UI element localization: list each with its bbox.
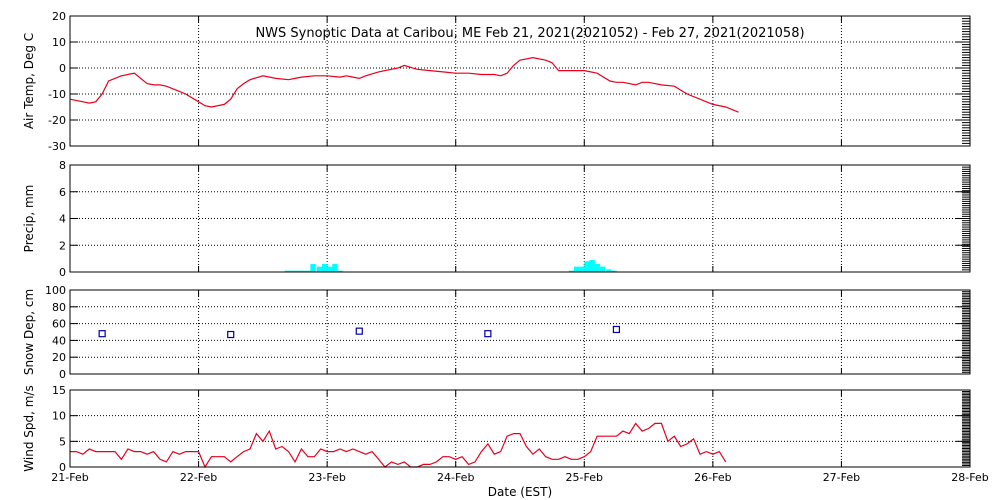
y-axis-label: Air Temp, Deg C bbox=[22, 33, 36, 129]
y-tick-label: -30 bbox=[48, 140, 66, 153]
y-tick-label: 80 bbox=[52, 301, 66, 314]
precip-bar bbox=[322, 263, 328, 272]
y-tick-label: 10 bbox=[52, 36, 66, 49]
y-tick-label: -20 bbox=[48, 114, 66, 127]
precip-bar bbox=[589, 259, 595, 272]
x-tick-label: 28-Feb bbox=[951, 471, 988, 484]
y-tick-label: 60 bbox=[52, 318, 66, 331]
panel-wind: 0 5 10 15 Wind Spd, m/s bbox=[22, 384, 971, 474]
panel-frame bbox=[69, 289, 971, 375]
x-tick-label: 24-Feb bbox=[437, 471, 474, 484]
precip-bar bbox=[332, 263, 338, 272]
precip-bar bbox=[606, 269, 612, 272]
panel-snow: 0 20 40 60 80 100 Snow Dep, cm bbox=[22, 284, 971, 381]
y-tick-label: 20 bbox=[52, 10, 66, 23]
x-tick-label: 21-Feb bbox=[51, 471, 88, 484]
y-tick-label: 0 bbox=[59, 266, 66, 279]
snow-depth-point bbox=[355, 327, 363, 335]
x-axis-label: Date (EST) bbox=[488, 485, 552, 499]
x-tick-labels: 21-Feb 22-Feb 23-Feb 24-Feb 25-Feb 26-Feb 27-F… bbox=[51, 471, 988, 484]
precip-bar bbox=[310, 263, 316, 272]
precip-bar bbox=[611, 270, 617, 272]
precip-bar bbox=[337, 270, 343, 272]
snow-depth-point bbox=[98, 330, 106, 338]
y-tick-label: 8 bbox=[59, 159, 66, 172]
precip-bar bbox=[300, 270, 306, 272]
x-tick-label: 27-Feb bbox=[823, 471, 860, 484]
precip-bar bbox=[584, 261, 590, 272]
y-axis-label: Snow Dep, cm bbox=[22, 289, 36, 375]
precip-bar bbox=[289, 270, 296, 272]
panel-frame bbox=[69, 15, 971, 147]
snow-depth-point bbox=[484, 330, 492, 338]
snow-depth-point bbox=[227, 330, 235, 339]
x-tick-label: 26-Feb bbox=[694, 471, 731, 484]
x-tick-label: 23-Feb bbox=[308, 471, 345, 484]
precip-bar bbox=[284, 270, 291, 272]
precip-bar bbox=[579, 266, 585, 272]
y-tick-label: 0 bbox=[59, 461, 66, 474]
precip-bar bbox=[594, 263, 600, 272]
panel-frame bbox=[69, 164, 971, 273]
y-axis-label: Wind Spd, m/s bbox=[22, 385, 36, 471]
y-tick-label: 40 bbox=[52, 334, 66, 347]
y-tick-label: 20 bbox=[52, 351, 66, 364]
chart-title: NWS Synoptic Data at Caribou, ME Feb 21,… bbox=[255, 26, 804, 41]
y-tick-label: 0 bbox=[59, 368, 66, 381]
wind-speed-line bbox=[70, 422, 727, 469]
y-axis-label: Precip, mm bbox=[22, 185, 36, 253]
x-tick-label: 25-Feb bbox=[566, 471, 603, 484]
precip-bar bbox=[568, 270, 575, 272]
precip-bar bbox=[316, 266, 323, 272]
temperature-line bbox=[69, 56, 739, 113]
y-tick-label: -10 bbox=[48, 88, 66, 101]
precip-bar bbox=[327, 266, 333, 272]
precip-bar bbox=[305, 270, 311, 272]
x-tick-label: 22-Feb bbox=[180, 471, 217, 484]
y-tick-label: 100 bbox=[45, 284, 66, 297]
panels: -30 -20 -10 0 10 20 Air Temp, Deg C 0 2 4 6 8 Precip… bbox=[22, 10, 971, 474]
precip-bar bbox=[574, 266, 580, 272]
precip-bar bbox=[295, 270, 301, 272]
panel-temp: -30 -20 -10 0 10 20 Air Temp, Deg C bbox=[22, 10, 971, 153]
y-tick-label: 6 bbox=[59, 186, 66, 199]
y-tick-label: 5 bbox=[59, 435, 66, 448]
y-tick-label: 15 bbox=[52, 384, 66, 397]
y-tick-label: 2 bbox=[59, 239, 66, 252]
panel-precip: 0 2 4 6 8 Precip, mm bbox=[22, 159, 971, 279]
panel-frame bbox=[69, 389, 971, 468]
y-tick-label: 0 bbox=[59, 62, 66, 75]
y-tick-label: 10 bbox=[52, 410, 66, 423]
y-tick-label: 4 bbox=[59, 213, 66, 226]
precip-bar bbox=[599, 266, 606, 272]
snow-depth-point bbox=[612, 325, 621, 334]
